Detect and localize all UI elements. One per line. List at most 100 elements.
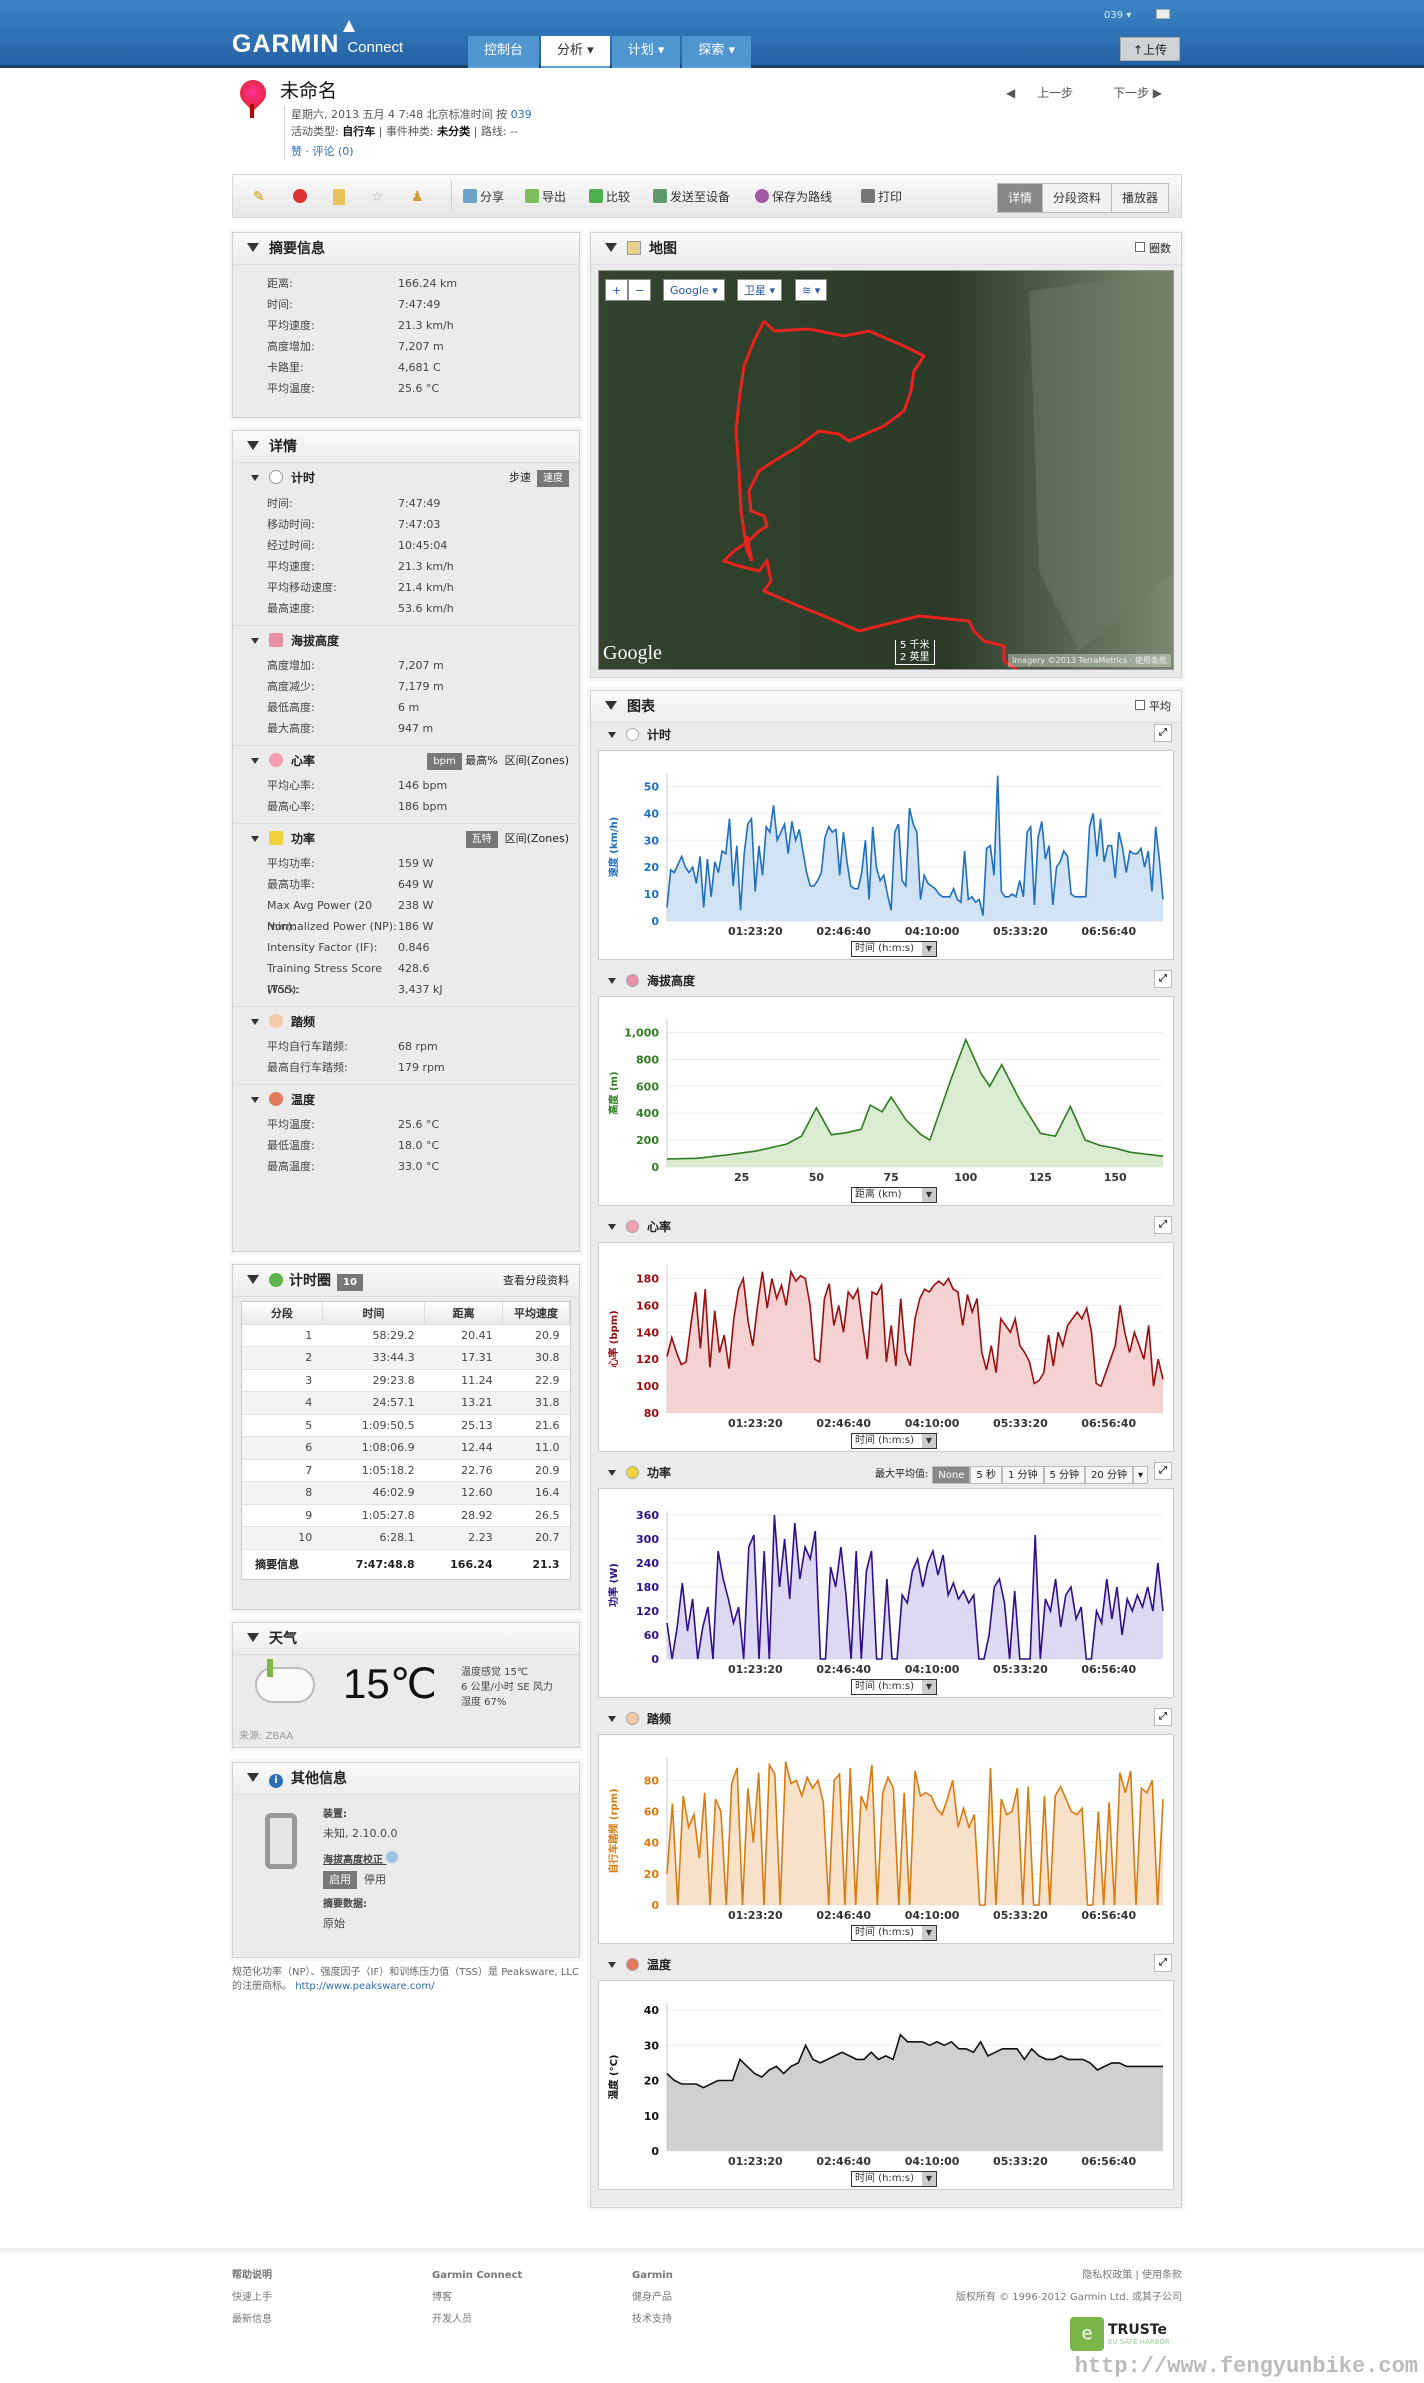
chart-2[interactable]: 80 100 120 140 160 180 01:23:20 02:46:40 04:10:0…	[598, 1242, 1174, 1452]
max-avg-option[interactable]: 5 秒	[970, 1466, 1002, 1484]
peaksware-link[interactable]: http://www.peaksware.com/	[295, 1981, 435, 1992]
watts-toggle[interactable]: 瓦特	[465, 831, 498, 848]
laps-header[interactable]: 计时圈 10 查看分段资料	[233, 1265, 579, 1297]
chart-3[interactable]: 0 60 120 180 240 300 360 01:23:20 02:46:40 04:10:…	[598, 1488, 1174, 1698]
column-header[interactable]: 平均速度	[502, 1302, 570, 1324]
event-type[interactable]: 未分类	[437, 125, 471, 138]
column-header[interactable]: 分段	[242, 1302, 323, 1324]
lap-row[interactable]: 5 1:09:50.5 25.13 21.6	[242, 1413, 570, 1437]
chart-header[interactable]: 海拔高度 ⤢	[598, 968, 1174, 994]
edit-pencil-icon[interactable]: ✎	[253, 189, 265, 205]
disable-toggle[interactable]: 停用	[364, 1873, 386, 1886]
save-as-course-button[interactable]: 保存为路线	[755, 188, 832, 205]
charts-header[interactable]: 图表 平均	[591, 691, 1181, 723]
share-button[interactable]: 分享	[463, 188, 504, 205]
footer-link[interactable]: 健身产品	[632, 2292, 672, 2303]
favorite-star-icon[interactable]: ☆	[371, 189, 384, 205]
pace-toggle[interactable]: 步速	[509, 471, 531, 484]
comments-link[interactable]: · 评论 (0)	[305, 145, 354, 158]
timing-subsection[interactable]: 计时 步速 速度	[233, 463, 579, 493]
power-subsection[interactable]: 功率 瓦特 区间(Zones)	[233, 823, 579, 853]
view-splits-link[interactable]: 查看分段资料	[503, 1274, 569, 1287]
footer-link[interactable]: 快速上手	[232, 2292, 272, 2303]
chart-header[interactable]: 心率 ⤢	[598, 1214, 1174, 1240]
footer-link[interactable]: 开发人员	[432, 2314, 472, 2325]
hr-zones-toggle[interactable]: 区间(Zones)	[504, 754, 569, 767]
satellite-map[interactable]: + − Google ▾ 卫星 ▾ ≋ ▾ Google 5 千米 2 英里 Im…	[598, 270, 1174, 670]
summary-header[interactable]: 摘要信息	[233, 233, 579, 265]
column-header[interactable]: 距离	[424, 1302, 504, 1324]
expand-chart-icon[interactable]: ⤢	[1154, 1708, 1172, 1726]
lap-row[interactable]: 10 6:28.1 2.23 20.7	[242, 1526, 570, 1549]
truste-badge[interactable]: e TRUSTe EU SAFE HARBOR	[1070, 2315, 1182, 2353]
footer-link[interactable]: 技术支持	[632, 2314, 672, 2325]
lap-row[interactable]: 2 33:44.3 17.31 30.8	[242, 1346, 570, 1369]
nav-explore[interactable]: 探索 ▾	[682, 36, 752, 68]
x-axis-selector[interactable]: 时间 (h:m:s) ▼	[851, 941, 937, 957]
power-zones-toggle[interactable]: 区间(Zones)	[504, 832, 569, 845]
x-axis-selector[interactable]: 时间 (h:m:s) ▼	[851, 2171, 937, 2187]
max-avg-option[interactable]: 20 分钟	[1085, 1466, 1133, 1484]
expand-chart-icon[interactable]: ⤢	[1154, 970, 1172, 988]
x-axis-selector[interactable]: 距离 (km) ▼	[851, 1187, 937, 1203]
tab-player[interactable]: 播放器	[1110, 184, 1168, 212]
hr-subsection[interactable]: 心率 bpm 最高% 区间(Zones)	[233, 745, 579, 775]
upload-button[interactable]: ↑上传	[1120, 37, 1180, 61]
footer-link[interactable]: 最新信息	[232, 2314, 272, 2325]
x-axis-selector[interactable]: 时间 (h:m:s) ▼	[851, 1433, 937, 1449]
expand-chart-icon[interactable]: ⤢	[1154, 724, 1172, 742]
chart-header[interactable]: 温度 ⤢	[598, 1952, 1174, 1978]
x-axis-selector[interactable]: 时间 (h:m:s) ▼	[851, 1925, 937, 1941]
max-avg-option[interactable]: 1 分钟	[1001, 1466, 1044, 1484]
average-checkbox[interactable]	[1135, 700, 1145, 710]
chart-5[interactable]: 0 10 20 30 40 01:23:20 02:46:40 04:10:00 05:33:2…	[598, 1980, 1174, 2190]
tab-details[interactable]: 详情	[997, 184, 1042, 212]
lap-row[interactable]: 1 58:29.2 20.41 20.9	[242, 1323, 570, 1347]
cadence-subsection[interactable]: 踏频	[233, 1006, 579, 1036]
chart-header[interactable]: 踏频 ⤢	[598, 1706, 1174, 1732]
expand-chart-icon[interactable]: ⤢	[1154, 1954, 1172, 1972]
map-layers-dropdown[interactable]: ≋ ▾	[795, 279, 828, 301]
chart-4[interactable]: 0 20 40 60 80 01:23:20 02:46:40 04:10:00 05:33:2…	[598, 1734, 1174, 1944]
speed-toggle[interactable]: 速度	[537, 470, 569, 487]
temperature-subsection[interactable]: 温度	[233, 1084, 579, 1114]
nav-dashboard[interactable]: 控制台	[468, 36, 540, 68]
zoom-out-button[interactable]: −	[628, 279, 652, 301]
tab-splits[interactable]: 分段资料	[1041, 184, 1111, 212]
footer-link[interactable]: 博客	[432, 2292, 452, 2303]
expand-chart-icon[interactable]: ⤢	[1154, 1216, 1172, 1234]
x-axis-selector[interactable]: 时间 (h:m:s) ▼	[851, 1679, 937, 1695]
laps-checkbox[interactable]	[1135, 242, 1145, 252]
weather-header[interactable]: 天气	[233, 1623, 579, 1655]
details-header[interactable]: 详情	[233, 431, 579, 463]
activity-type[interactable]: 自行车	[342, 125, 376, 138]
column-header[interactable]: 时间	[322, 1302, 426, 1324]
max-percent-toggle[interactable]: 最高%	[465, 754, 498, 767]
legal-links[interactable]: 隐私权政策 | 使用条款	[1082, 2270, 1182, 2281]
max-avg-option[interactable]: 5 分钟	[1043, 1466, 1086, 1484]
more-options-dropdown[interactable]: ▾	[1132, 1466, 1148, 1484]
lap-row[interactable]: 9 1:05:27.8 28.92 26.5	[242, 1503, 570, 1527]
delete-icon[interactable]	[293, 189, 307, 203]
lap-row[interactable]: 4 24:57.1 13.21 31.8	[242, 1391, 570, 1414]
user-menu[interactable]: 039 ▾	[1104, 10, 1132, 21]
privacy-icon[interactable]: ♟	[411, 189, 424, 205]
export-button[interactable]: 导出	[525, 188, 566, 205]
activity-title[interactable]: 未命名	[280, 80, 338, 102]
map-header[interactable]: 地图 圈数	[591, 233, 1181, 265]
map-provider-dropdown[interactable]: Google ▾	[663, 279, 725, 301]
map-type-dropdown[interactable]: 卫星 ▾	[737, 279, 783, 301]
zoom-in-button[interactable]: +	[605, 279, 629, 301]
elevation-subsection[interactable]: 海拔高度	[233, 625, 579, 655]
owner-link[interactable]: 039	[510, 108, 532, 121]
help-icon[interactable]	[386, 1851, 399, 1863]
nav-analyze[interactable]: 分析 ▾	[541, 36, 610, 68]
compare-button[interactable]: 比较	[589, 188, 630, 205]
like-link[interactable]: 赞	[291, 145, 302, 158]
max-avg-option[interactable]: None	[932, 1466, 971, 1484]
expand-chart-icon[interactable]: ⤢	[1154, 1462, 1172, 1480]
next-button[interactable]: 下一步 ▶	[1112, 86, 1162, 100]
lap-row[interactable]: 7 1:05:18.2 22.76 20.9	[242, 1458, 570, 1482]
nav-plan[interactable]: 计划 ▾	[611, 36, 681, 68]
